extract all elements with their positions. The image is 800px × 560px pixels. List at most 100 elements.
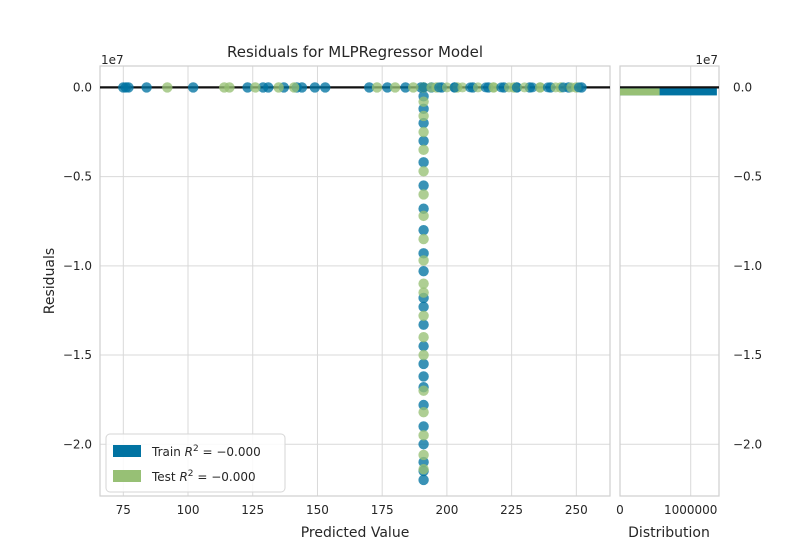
x-tick-label: 100 — [177, 503, 200, 517]
train-point — [382, 82, 393, 93]
y-tick-label: −2.0 — [63, 437, 92, 451]
test-point — [371, 82, 383, 93]
train-point — [364, 82, 375, 93]
distribution-y-tick-label: −1.0 — [733, 259, 762, 273]
y-tick-label: −1.5 — [63, 348, 92, 362]
test-point — [418, 406, 429, 418]
train-point — [320, 82, 331, 93]
train-point — [558, 82, 569, 93]
train-point — [418, 340, 429, 352]
test-point — [418, 278, 429, 289]
train-point — [418, 117, 429, 129]
legend-train-r: R — [185, 445, 193, 459]
train-point — [418, 103, 429, 115]
train-point — [496, 82, 507, 93]
train-point — [418, 301, 429, 313]
test-point — [408, 82, 419, 93]
test-point — [504, 82, 515, 93]
test-point — [418, 126, 429, 138]
distribution-y-tick-labels: 0.0 −0.5 −1.0 −1.5 −2.0 — [733, 80, 762, 451]
test-point — [457, 82, 468, 93]
chart-title: Residuals for MLPRegressor Model — [227, 43, 483, 61]
legend-test-value: = −0.000 — [194, 470, 256, 484]
distribution-y-tick-label: −1.5 — [733, 348, 762, 362]
x-axis-label: Predicted Value — [301, 525, 410, 541]
legend-test-sup: 2 — [188, 469, 194, 479]
train-point — [418, 265, 429, 277]
distribution-y-tick-label: −0.5 — [733, 170, 762, 184]
test-point — [418, 385, 429, 396]
train-point — [480, 82, 491, 93]
test-point — [441, 82, 452, 93]
train-point — [418, 439, 429, 450]
train-point — [418, 319, 429, 330]
distribution-y-tick-label: −2.0 — [733, 437, 762, 451]
test-point — [418, 255, 429, 266]
train-point — [187, 82, 199, 93]
train-distribution-bar — [620, 88, 717, 96]
y-tick-label: −0.5 — [63, 170, 92, 184]
legend-test-r: R — [179, 470, 187, 484]
train-point — [418, 474, 429, 486]
train-point — [527, 82, 538, 93]
test-point — [535, 82, 546, 93]
x-tick-label: 250 — [565, 503, 588, 517]
train-point — [123, 82, 134, 93]
train-point — [418, 180, 429, 191]
legend: Train R2 = −0.000 Test R2 = −0.000 — [105, 433, 286, 493]
test-point — [389, 82, 401, 93]
legend-box — [105, 433, 286, 493]
train-point — [418, 224, 429, 236]
legend-train-label: Train R2 = −0.000 — [151, 444, 261, 459]
test-point — [488, 82, 499, 93]
train-point — [511, 82, 522, 93]
main-plot-frame — [99, 65, 611, 497]
x-tick-label: 225 — [500, 503, 523, 517]
y-tick-label: −1.0 — [63, 259, 92, 273]
distribution-x-tick-labels: 0 1000000 — [616, 503, 717, 517]
train-point — [573, 82, 584, 93]
test-point — [472, 82, 483, 93]
train-point — [434, 82, 445, 93]
x-tick-label: 75 — [116, 503, 131, 517]
train-point — [296, 82, 308, 93]
test-point — [418, 233, 429, 245]
train-point — [418, 456, 429, 468]
test-point — [162, 82, 173, 93]
test-distribution-bar — [620, 88, 660, 96]
train-point — [418, 135, 429, 147]
train-point — [418, 399, 429, 411]
test-point — [418, 310, 429, 321]
legend-test-label: Test R2 = −0.000 — [151, 469, 256, 484]
train-point — [449, 82, 460, 93]
train-point — [418, 157, 429, 168]
train-point — [418, 82, 429, 93]
distribution-gridlines — [619, 66, 719, 496]
train-point — [418, 248, 429, 259]
test-point — [418, 464, 429, 475]
test-point — [273, 82, 284, 93]
test-point — [418, 189, 429, 200]
test-point — [550, 82, 561, 93]
legend-train-sup: 2 — [193, 444, 199, 454]
y-offset-label: 1e7 — [101, 53, 124, 67]
test-point — [418, 166, 429, 177]
train-point — [418, 358, 429, 370]
test-point — [519, 82, 530, 93]
test-point — [418, 332, 429, 343]
test-point — [418, 430, 429, 441]
legend-test-swatch — [113, 470, 141, 482]
y-axis-label: Residuals — [42, 248, 58, 314]
train-point — [242, 82, 253, 93]
train-point — [418, 203, 429, 214]
distribution-y-tick-label: 0.0 — [733, 80, 752, 94]
distribution-offset-label: 1e7 — [695, 53, 718, 67]
distribution-plot-frame — [619, 65, 720, 497]
legend-train-text: Train — [151, 445, 185, 459]
distribution-plot: 0 1000000 0.0 −0.5 −1.0 −1.5 −2.0 Distributio… — [616, 53, 762, 541]
test-point — [418, 144, 429, 156]
x-tick-label: 200 — [435, 503, 458, 517]
train-point — [465, 82, 476, 93]
x-tick-label: 150 — [306, 503, 329, 517]
